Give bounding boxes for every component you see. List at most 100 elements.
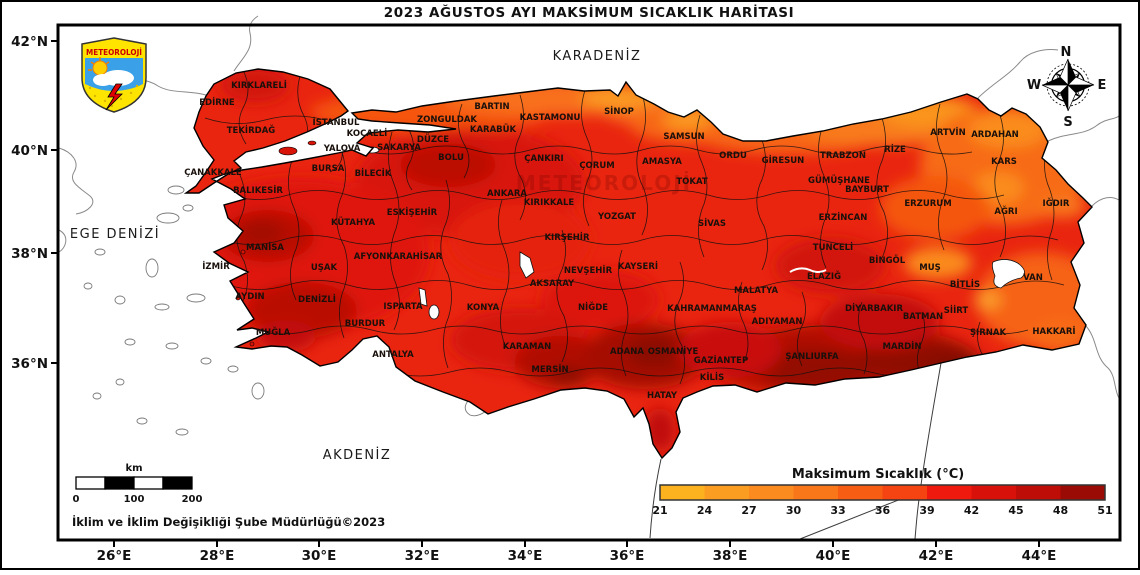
province-label: KİLİS <box>700 372 724 383</box>
legend-segment <box>749 485 794 500</box>
province-label: KIRŞEHİR <box>544 232 589 243</box>
province-label: TOKAT <box>676 177 708 187</box>
lat-label: 42°N <box>11 34 48 50</box>
legend-tick: 45 <box>1008 504 1023 517</box>
province-label: ZONGULDAK <box>417 115 477 125</box>
legend-tick: 51 <box>1097 504 1112 517</box>
lon-label: 36°E <box>610 548 645 564</box>
province-label: KIRIKKALE <box>524 198 575 208</box>
legend-title: Maksimum Sıcaklık (°C) <box>792 467 964 482</box>
scale-label: 200 <box>182 494 203 505</box>
province-label: ŞANLIURFA <box>785 352 839 362</box>
province-label: KAYSERİ <box>618 261 658 272</box>
province-label: MUŞ <box>919 263 940 273</box>
province-label: ARTVİN <box>930 127 965 138</box>
province-label: SİNOP <box>604 106 634 117</box>
legend-bar-border <box>659 484 1106 501</box>
legend-tick: 48 <box>1053 504 1068 517</box>
lon-label: 32°E <box>405 548 440 564</box>
province-label: MERSİN <box>531 364 568 375</box>
province-label: MUĞLA <box>256 326 291 338</box>
province-label: UŞAK <box>311 263 338 273</box>
province-label: ÇORUM <box>579 161 614 171</box>
map-frame <box>56 23 1122 542</box>
province-label: IĞDIR <box>1043 197 1070 209</box>
scale-label: 0 <box>73 494 80 505</box>
province-label: BİLECİK <box>355 168 392 179</box>
sea-label: EGE DENİZİ <box>70 226 160 242</box>
province-label: KOCAELİ <box>347 128 388 139</box>
province-label: KASTAMONU <box>520 113 581 123</box>
legend-tick: 21 <box>652 504 667 517</box>
province-label: GAZİANTEP <box>694 355 748 366</box>
legend-segment <box>704 485 749 500</box>
sea-labels: KARADENİZ EGE DENİZİ AKDENİZ <box>70 48 640 463</box>
province-label: BİTLİS <box>950 279 980 290</box>
compass-s-label: S <box>1063 115 1072 130</box>
province-label: ANKARA <box>487 189 527 199</box>
temperature-shading <box>186 69 1092 452</box>
province-label: DİYARBAKIR <box>845 303 903 314</box>
province-label: TRABZON <box>820 151 866 161</box>
province-label: YALOVA <box>323 144 361 154</box>
logo-dots <box>88 84 139 108</box>
legend-segment <box>1060 485 1105 500</box>
province-label: MARDİN <box>883 341 922 352</box>
logo-lightning-icon <box>105 83 123 111</box>
province-label: MALATYA <box>734 286 779 296</box>
province-label: BİNGÖL <box>869 255 906 266</box>
temperature-legend: Maksimum Sıcaklık (°C) 21 24 27 30 33 36 39 42 4… <box>652 467 1112 517</box>
lon-label: 40°E <box>816 548 851 564</box>
province-label: İZMİR <box>202 261 230 272</box>
latitude-axis: 42°N 40°N 38°N 36°N <box>11 34 58 372</box>
province-label: BOLU <box>438 153 464 163</box>
legend-segment <box>793 485 838 500</box>
logo-text: METEOROLOJİ <box>86 47 142 57</box>
province-label: DENİZLİ <box>298 294 336 305</box>
legend-tick: 24 <box>697 504 713 517</box>
province-label: DÜZCE <box>417 134 449 145</box>
province-label: ANTALYA <box>372 350 414 360</box>
province-label: BALIKESİR <box>233 185 283 196</box>
province-label: ISPARTA <box>383 302 423 312</box>
province-label: BARTIN <box>474 102 509 112</box>
province-label: MANİSA <box>246 242 284 253</box>
province-label: TEKİRDAĞ <box>227 124 276 136</box>
province-label: ADIYAMAN <box>752 317 803 327</box>
province-label: KARABÜK <box>470 124 517 135</box>
province-label: OSMANİYE <box>648 346 699 357</box>
province-label: ŞIRNAK <box>970 328 1007 338</box>
province-label: KIRKLARELİ <box>231 80 287 91</box>
province-label: AYDIN <box>235 292 264 302</box>
compass-rose-icon: N S W E <box>1027 45 1107 130</box>
province-label: BAYBURT <box>845 185 889 195</box>
attribution-text: İklim ve İklim Değişikliği Şube Müdürlüğ… <box>72 514 385 529</box>
logo-sun-icon <box>92 60 108 76</box>
compass-e-label: E <box>1098 78 1107 93</box>
province-label: SAMSUN <box>663 132 704 142</box>
province-label: AĞRI <box>994 205 1017 217</box>
province-label: ÇANAKKALE <box>184 168 242 178</box>
compass-n-label: N <box>1061 45 1072 60</box>
scale-bar: km 0 100 200 <box>73 463 203 505</box>
sea-label: AKDENİZ <box>323 447 392 463</box>
meteoroloji-logo: METEOROLOJİ <box>81 37 147 113</box>
province-label: AMASYA <box>642 157 682 167</box>
lon-label: 38°E <box>713 548 748 564</box>
province-label: KARAMAN <box>503 342 551 352</box>
province-label: HATAY <box>647 391 678 401</box>
province-label: SAKARYA <box>377 143 421 153</box>
province-label: HAKKARİ <box>1032 326 1075 337</box>
province-label: KÜTAHYA <box>331 217 376 228</box>
legend-segment <box>660 485 705 500</box>
province-label: NİĞDE <box>578 301 608 313</box>
lon-label: 42°E <box>919 548 954 564</box>
province-label: ERZİNCAN <box>819 212 868 223</box>
scale-label: 100 <box>124 494 145 505</box>
logo-sun-rays <box>88 57 110 71</box>
lon-label: 26°E <box>97 548 132 564</box>
province-label: GÜMÜŞHANE <box>808 175 870 186</box>
